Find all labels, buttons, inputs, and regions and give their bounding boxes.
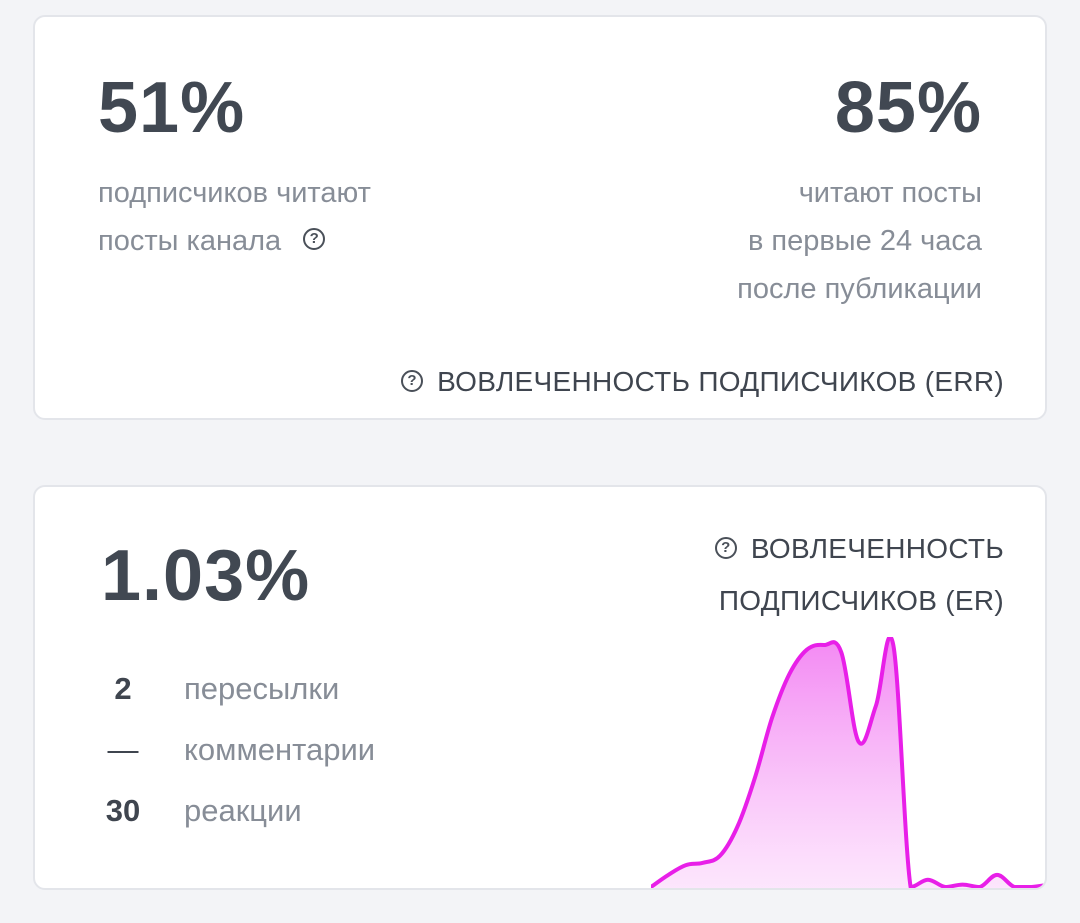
- stat-row-comments: — комментарии: [97, 726, 376, 774]
- comments-label: комментарии: [184, 732, 376, 767]
- sparkline-area: [651, 637, 1045, 888]
- readers-24h-description: читают посты в первые 24 часа после публ…: [737, 169, 982, 313]
- er-title-line: ПОДПИСЧИКОВ (ER): [718, 585, 1004, 616]
- er-card: 1.03% ? ВОВЛЕЧЕННОСТЬ ПОДПИСЧИКОВ (ER) 2 …: [33, 485, 1047, 890]
- stat-row-reactions: 30 реакции: [97, 787, 302, 835]
- er-title[interactable]: ? ВОВЛЕЧЕННОСТЬ ПОДПИСЧИКОВ (ER): [714, 525, 1004, 625]
- forwards-label: пересылки: [184, 671, 340, 706]
- err-card: 51% подписчиков читают посты канала ? 85…: [33, 15, 1047, 420]
- reactions-label: реакции: [184, 793, 302, 828]
- comments-count: —: [107, 732, 139, 767]
- er-sparkline-chart: [651, 637, 1045, 888]
- stat-row-forwards: 2 пересылки: [97, 665, 339, 713]
- readers-description-text: посты канала: [98, 225, 282, 257]
- readers-24h-description-line: читают посты: [798, 177, 982, 209]
- err-title-text: ВОВЛЕЧЕННОСТЬ ПОДПИСЧИКОВ (ERR): [437, 366, 1004, 397]
- question-circle-icon[interactable]: ?: [303, 228, 326, 251]
- question-circle-icon[interactable]: ?: [714, 536, 737, 559]
- reactions-count: 30: [105, 793, 141, 828]
- sparkline-line: [651, 637, 1045, 888]
- readers-description-line: подписчиков читают: [98, 177, 371, 209]
- er-percent-value: 1.03%: [101, 536, 311, 616]
- forwards-count: 2: [114, 671, 132, 706]
- readers-description: подписчиков читают посты канала ?: [98, 169, 371, 265]
- er-title-line: ? ВОВЛЕЧЕННОСТЬ: [714, 525, 1004, 573]
- readers-24h-description-line: после публикации: [737, 273, 982, 305]
- readers-24h-description-line: в первые 24 часа: [747, 225, 982, 257]
- err-title[interactable]: ? ВОВЛЕЧЕННОСТЬ ПОДПИСЧИКОВ (ERR): [401, 358, 1004, 406]
- readers-percent-value: 51%: [98, 68, 246, 148]
- readers-24h-percent-value: 85%: [834, 68, 982, 148]
- er-title-text: ВОВЛЕЧЕННОСТЬ: [750, 533, 1004, 564]
- readers-description-line: посты канала ?: [98, 217, 371, 265]
- question-circle-icon[interactable]: ?: [401, 369, 424, 392]
